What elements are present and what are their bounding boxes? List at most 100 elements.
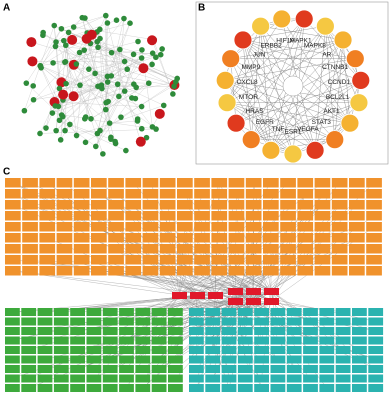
edge <box>292 123 351 155</box>
node-box <box>21 308 37 316</box>
node-box <box>211 200 228 210</box>
node-box <box>319 365 335 373</box>
node-box <box>205 384 221 392</box>
node-box <box>21 355 37 364</box>
node-box <box>245 244 262 254</box>
node-box <box>194 255 210 265</box>
edge <box>95 97 132 147</box>
node-box <box>119 384 134 392</box>
node <box>153 54 159 61</box>
node-box <box>205 336 221 345</box>
node-box <box>39 222 56 232</box>
node-box <box>352 365 367 373</box>
node-box <box>314 233 331 243</box>
node-box <box>352 308 367 316</box>
node-box <box>142 189 159 199</box>
node-box <box>70 308 85 316</box>
node <box>102 106 109 113</box>
node <box>272 9 292 29</box>
edge <box>225 80 272 151</box>
node-box <box>314 178 331 188</box>
node-box <box>286 346 302 354</box>
edge <box>251 18 305 140</box>
node-box <box>331 222 348 232</box>
node-box <box>319 384 335 392</box>
node-box <box>280 244 296 254</box>
edge <box>225 80 294 155</box>
node-box <box>119 346 134 354</box>
node-box <box>73 211 90 221</box>
edge <box>84 18 112 53</box>
node-box <box>254 374 269 383</box>
node-box <box>368 384 384 392</box>
node-box <box>254 384 269 392</box>
node <box>159 46 165 52</box>
node-box <box>108 178 124 188</box>
node-box <box>221 336 237 345</box>
node-box <box>86 327 102 335</box>
node-box <box>245 189 262 199</box>
edge <box>73 26 155 40</box>
node-box <box>297 200 314 210</box>
node <box>135 136 146 147</box>
node <box>325 130 345 150</box>
node <box>121 88 128 94</box>
node-box <box>254 355 269 364</box>
node-box <box>228 244 245 254</box>
node-box <box>119 374 134 383</box>
node-box <box>297 211 314 221</box>
edge <box>40 28 62 68</box>
node-box <box>314 211 331 221</box>
node <box>251 16 271 36</box>
node-box <box>177 222 193 232</box>
node-box <box>5 308 20 316</box>
node-box <box>5 233 21 243</box>
edge <box>325 26 361 81</box>
node-box <box>319 317 335 326</box>
node-box <box>151 327 167 335</box>
edge <box>62 61 125 117</box>
node-box <box>335 384 351 392</box>
node-box <box>297 266 314 276</box>
edge <box>219 259 272 292</box>
node-box <box>91 233 107 243</box>
node <box>108 49 115 56</box>
edge <box>270 58 356 151</box>
node-box <box>331 189 348 199</box>
node <box>138 63 149 74</box>
node-box <box>108 255 124 265</box>
node <box>241 130 261 150</box>
node-label: HIF1A <box>276 37 295 44</box>
edge <box>98 259 216 296</box>
node-box <box>366 244 382 254</box>
node-box <box>205 365 221 373</box>
node-box <box>246 298 261 305</box>
node-box <box>205 355 221 364</box>
node-box <box>221 327 237 335</box>
node-box <box>125 189 142 199</box>
node <box>174 75 181 82</box>
node <box>226 113 246 133</box>
node-box <box>228 233 245 243</box>
edge <box>242 39 356 59</box>
node <box>82 139 89 146</box>
node <box>81 47 88 53</box>
node-box <box>368 365 384 373</box>
node-box <box>177 266 193 276</box>
edge <box>90 83 149 119</box>
node-box <box>5 384 20 392</box>
node-box <box>368 336 384 345</box>
node-label: ESR1 <box>285 129 302 136</box>
node-box <box>172 292 187 299</box>
edge <box>66 73 96 84</box>
node-box <box>228 266 245 276</box>
node-box <box>86 317 102 326</box>
node-box <box>108 233 124 243</box>
node-box <box>263 178 279 188</box>
edge <box>86 38 176 82</box>
node-box <box>319 327 335 335</box>
node <box>305 140 325 160</box>
node <box>171 83 177 90</box>
node-box <box>303 384 318 392</box>
node-box <box>21 346 37 354</box>
